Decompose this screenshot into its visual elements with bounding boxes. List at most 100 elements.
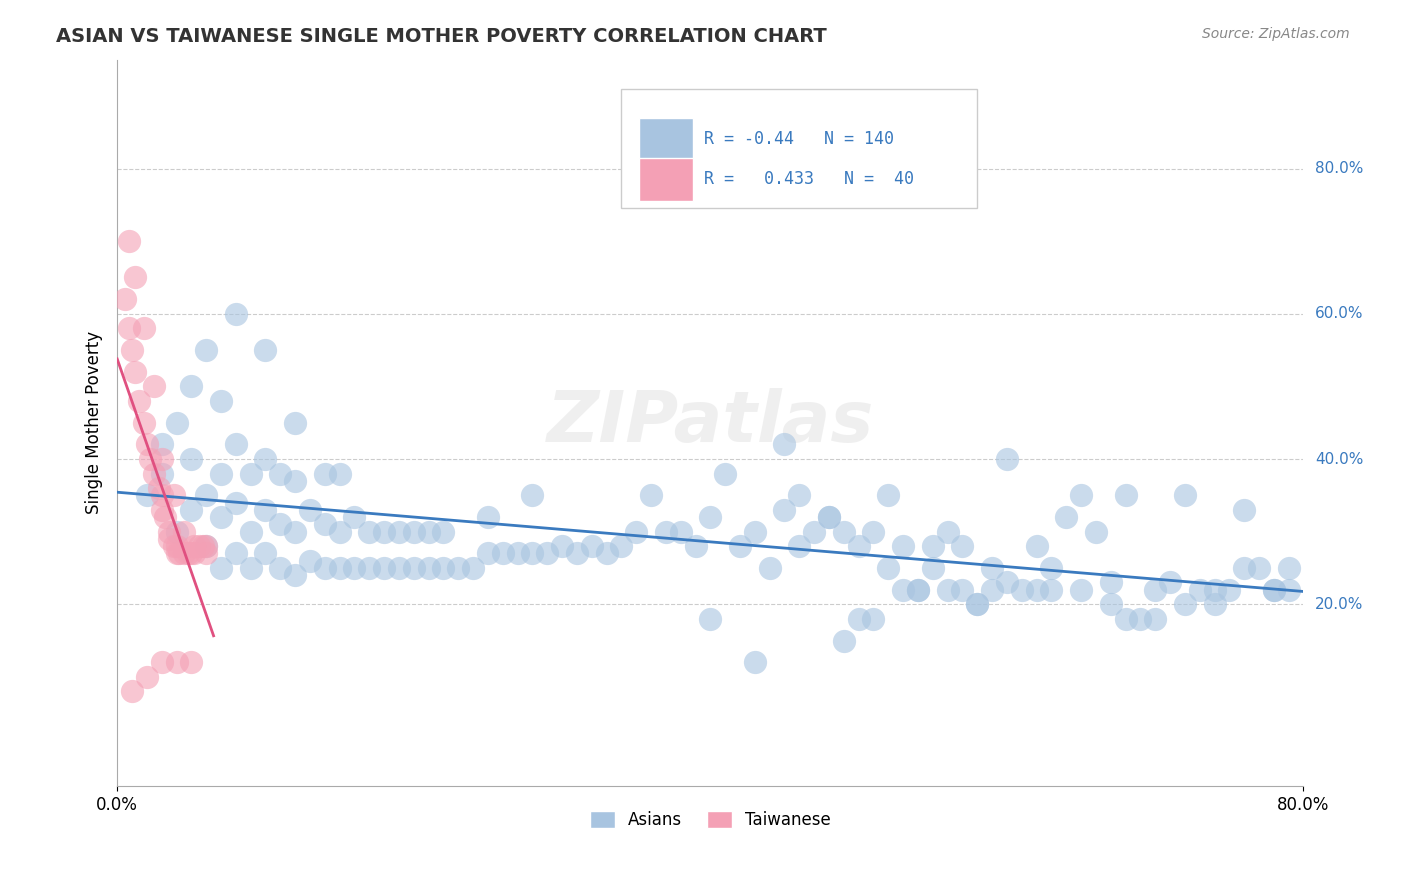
Point	[166, 539, 188, 553]
Point	[359, 524, 381, 539]
Point	[714, 467, 737, 481]
Point	[1115, 612, 1137, 626]
Point	[150, 488, 173, 502]
Point	[121, 343, 143, 357]
Point	[153, 510, 176, 524]
Point	[148, 481, 170, 495]
Point	[744, 524, 766, 539]
FancyBboxPatch shape	[640, 118, 693, 161]
Point	[891, 582, 914, 597]
Point	[1174, 597, 1197, 611]
Point	[195, 546, 218, 560]
Point	[180, 379, 202, 393]
Point	[995, 452, 1018, 467]
Point	[135, 670, 157, 684]
Point	[1218, 582, 1240, 597]
Point	[187, 539, 209, 553]
Point	[388, 524, 411, 539]
Point	[195, 343, 218, 357]
Point	[180, 656, 202, 670]
Point	[157, 532, 180, 546]
Point	[124, 365, 146, 379]
Point	[150, 437, 173, 451]
FancyBboxPatch shape	[621, 88, 977, 209]
Point	[329, 467, 352, 481]
Point	[195, 539, 218, 553]
Point	[981, 582, 1004, 597]
Point	[907, 582, 929, 597]
Point	[314, 467, 336, 481]
Point	[402, 561, 425, 575]
Point	[143, 379, 166, 393]
Point	[139, 452, 162, 467]
Point	[254, 343, 277, 357]
Point	[1144, 612, 1167, 626]
Point	[254, 452, 277, 467]
Point	[1054, 510, 1077, 524]
Point	[685, 539, 707, 553]
Point	[314, 561, 336, 575]
Point	[1070, 488, 1092, 502]
Point	[936, 524, 959, 539]
Point	[239, 524, 262, 539]
Point	[343, 510, 366, 524]
Point	[124, 270, 146, 285]
Point	[1025, 582, 1047, 597]
Text: 60.0%: 60.0%	[1316, 306, 1364, 321]
Point	[298, 554, 321, 568]
Point	[173, 546, 195, 560]
Point	[225, 546, 247, 560]
Point	[1099, 575, 1122, 590]
Point	[432, 524, 454, 539]
Point	[1115, 488, 1137, 502]
Point	[1129, 612, 1152, 626]
Point	[877, 561, 900, 575]
Point	[699, 510, 721, 524]
Point	[195, 488, 218, 502]
Point	[173, 524, 195, 539]
Point	[135, 437, 157, 451]
Point	[373, 524, 395, 539]
Point	[1247, 561, 1270, 575]
Point	[995, 575, 1018, 590]
Point	[787, 488, 810, 502]
Point	[1025, 539, 1047, 553]
Point	[157, 524, 180, 539]
Point	[848, 612, 870, 626]
Point	[1278, 561, 1301, 575]
Point	[447, 561, 470, 575]
Point	[254, 546, 277, 560]
Point	[143, 467, 166, 481]
Point	[166, 524, 188, 539]
Point	[284, 416, 307, 430]
Point	[150, 656, 173, 670]
Point	[121, 684, 143, 698]
Point	[921, 539, 943, 553]
Point	[862, 524, 884, 539]
Point	[862, 612, 884, 626]
Point	[1278, 582, 1301, 597]
Point	[254, 503, 277, 517]
Point	[359, 561, 381, 575]
Point	[269, 517, 291, 532]
Text: 20.0%: 20.0%	[1316, 597, 1364, 612]
Point	[699, 612, 721, 626]
Point	[162, 539, 184, 553]
Text: ZIPatlas: ZIPatlas	[547, 388, 875, 458]
Point	[966, 597, 988, 611]
Point	[818, 510, 841, 524]
Point	[506, 546, 529, 560]
Point	[803, 524, 825, 539]
Point	[492, 546, 515, 560]
Text: ASIAN VS TAIWANESE SINGLE MOTHER POVERTY CORRELATION CHART: ASIAN VS TAIWANESE SINGLE MOTHER POVERTY…	[56, 27, 827, 45]
Text: Source: ZipAtlas.com: Source: ZipAtlas.com	[1202, 27, 1350, 41]
Point	[477, 510, 499, 524]
Point	[966, 597, 988, 611]
Point	[624, 524, 647, 539]
Point	[758, 561, 780, 575]
Point	[522, 488, 544, 502]
Point	[180, 546, 202, 560]
Point	[432, 561, 454, 575]
Point	[640, 488, 662, 502]
Point	[329, 561, 352, 575]
